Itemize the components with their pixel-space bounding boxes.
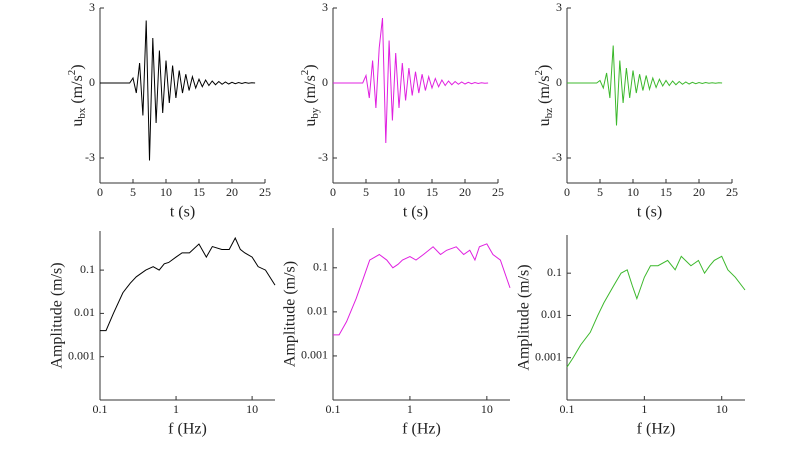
- x-tick-label: 10: [160, 185, 172, 199]
- x-tick-label: 10: [246, 402, 258, 416]
- y-tick-label: 0.1: [313, 260, 328, 274]
- y-label-sub: by: [309, 107, 321, 119]
- y-label-sup: 2: [299, 70, 311, 76]
- y-label-unit: (m/s: [69, 75, 86, 107]
- x-tick-label: 0: [97, 185, 103, 199]
- y-tick-label: 0.01: [541, 307, 562, 321]
- x-axis-title: t (s): [637, 204, 662, 221]
- data-line: [333, 243, 511, 336]
- y-tick-label: 0.01: [74, 305, 95, 319]
- y-axis-title: Amplitude (m/s): [49, 262, 66, 368]
- x-axis-title: t (s): [403, 204, 428, 221]
- y-tick-label: 0.1: [547, 265, 562, 279]
- y-tick-label: 3: [556, 0, 562, 14]
- x-tick-label: 25: [259, 185, 271, 199]
- y-tick-label: 0: [556, 75, 562, 89]
- x-axis-title: t (s): [170, 204, 195, 221]
- y-label-unit: (m/s: [302, 75, 319, 107]
- y-axis-title: Amplitude (m/s): [282, 261, 299, 367]
- x-tick-label: 0.1: [93, 402, 108, 416]
- data-line: [100, 236, 276, 332]
- x-tick-label: 10: [481, 402, 493, 416]
- y-tick-label: 0.1: [80, 262, 95, 276]
- x-tick-label: 1: [641, 402, 647, 416]
- x-tick-label: 1: [407, 402, 413, 416]
- x-axis-title: f (Hz): [168, 421, 207, 438]
- y-label-sub: bx: [76, 107, 88, 119]
- y-label-base: u: [302, 119, 319, 127]
- y-tick-label: 0.01: [307, 304, 328, 318]
- y-axis-title: ubz (m/s2): [533, 65, 555, 127]
- data-line: [567, 45, 723, 126]
- x-tick-label: 20: [693, 185, 705, 199]
- y-label-sub: bz: [543, 108, 555, 119]
- x-axis-title: f (Hz): [402, 421, 441, 438]
- x-tick-label: 0.1: [560, 402, 575, 416]
- data-line: [333, 17, 489, 144]
- data-line: [100, 20, 256, 161]
- x-tick-label: 10: [393, 185, 405, 199]
- y-tick-label: 0.001: [535, 349, 562, 363]
- x-tick-label: 5: [130, 185, 136, 199]
- x-tick-label: 10: [716, 402, 728, 416]
- y-label-base: u: [536, 118, 553, 126]
- y-label-sup: 2: [66, 70, 78, 76]
- y-tick-label: -3: [318, 150, 328, 164]
- x-tick-label: 0: [330, 185, 336, 199]
- x-tick-label: 15: [660, 185, 672, 199]
- y-axis-title: ubx (m/s2): [66, 64, 88, 126]
- y-label-close: ): [302, 64, 319, 69]
- y-label-base: u: [69, 119, 86, 127]
- x-tick-label: 1: [173, 402, 179, 416]
- x-tick-label: 25: [726, 185, 738, 199]
- y-tick-label: -3: [85, 150, 95, 164]
- y-tick-label: 0: [89, 75, 95, 89]
- x-tick-label: 5: [363, 185, 369, 199]
- x-tick-label: 20: [226, 185, 238, 199]
- x-tick-label: 10: [627, 185, 639, 199]
- y-tick-label: -3: [552, 150, 562, 164]
- y-label-close: ): [69, 64, 86, 69]
- y-label-unit: (m/s: [536, 75, 553, 107]
- x-tick-label: 5: [597, 185, 603, 199]
- y-tick-label: 3: [89, 0, 95, 14]
- x-axis-title: f (Hz): [637, 421, 676, 438]
- x-tick-label: 15: [193, 185, 205, 199]
- x-tick-label: 15: [426, 185, 438, 199]
- y-axis-title: Amplitude (m/s): [516, 264, 533, 370]
- x-tick-label: 20: [459, 185, 471, 199]
- data-line: [566, 255, 746, 368]
- x-tick-label: 25: [492, 185, 504, 199]
- y-tick-label: 3: [322, 0, 328, 14]
- y-tick-label: 0.001: [301, 348, 328, 362]
- y-tick-label: 0.001: [68, 348, 95, 362]
- y-axis-title: uby (m/s2): [299, 64, 321, 126]
- y-tick-label: 0: [322, 75, 328, 89]
- x-tick-label: 0: [564, 185, 570, 199]
- y-label-close: ): [536, 65, 553, 70]
- y-label-sup: 2: [533, 70, 545, 76]
- x-tick-label: 0.1: [326, 402, 341, 416]
